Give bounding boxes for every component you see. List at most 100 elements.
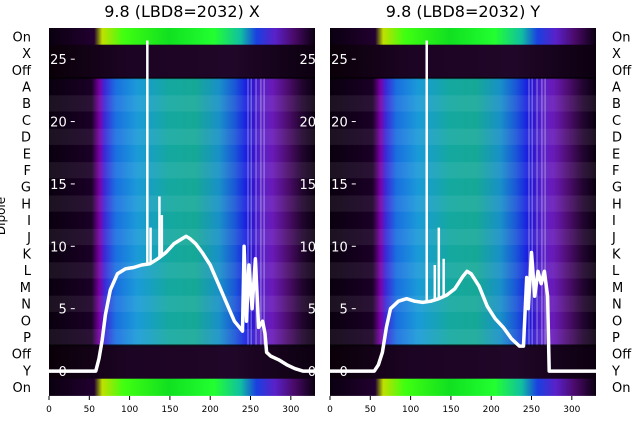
row-label: E — [612, 147, 620, 162]
y-tick-label: 0 — [58, 365, 66, 380]
heatmap-row — [330, 61, 596, 79]
y-tick-label: 10 — [331, 240, 348, 255]
row-label: N — [21, 298, 31, 313]
heatmap-row — [49, 44, 315, 62]
heatmap-row — [49, 178, 315, 196]
heatmap-row — [49, 211, 315, 229]
heatmap-row — [330, 178, 596, 196]
heatmap-row — [330, 278, 596, 296]
heatmap-row — [49, 128, 315, 146]
x-tick-label: 50 — [84, 405, 96, 415]
heatmap-row — [330, 211, 596, 229]
row-label: On — [13, 30, 31, 45]
row-label: C — [612, 114, 621, 129]
heatmap-row — [330, 195, 596, 213]
y-tick-label: 15 — [50, 178, 67, 193]
row-separator — [330, 344, 596, 347]
row-label: O — [612, 314, 622, 329]
y-tick-label: 5 — [58, 303, 66, 318]
row-label: E — [23, 147, 31, 162]
profile-line — [330, 250, 596, 373]
heatmap-row — [49, 278, 315, 296]
x-tick-label: 100 — [121, 405, 138, 415]
profile-line — [49, 234, 315, 373]
row-label: A — [612, 80, 621, 95]
heatmap-row — [49, 378, 315, 396]
heatmap-row — [49, 362, 315, 380]
row-label: On — [612, 30, 630, 45]
row-label: On — [13, 381, 31, 396]
row-label: Off — [612, 64, 632, 79]
y-tick-label: 25 — [331, 53, 348, 68]
y-tick-label: 5 — [308, 303, 316, 318]
row-label: C — [22, 114, 31, 129]
heatmap-row — [49, 28, 315, 46]
heatmap-stripe — [541, 78, 543, 346]
heatmap-stripe — [255, 78, 257, 346]
row-label: Off — [12, 64, 32, 79]
heatmap-stripe — [250, 78, 252, 346]
heatmap-row — [330, 94, 596, 112]
heatmap-row — [330, 44, 596, 62]
heatmap-row — [330, 311, 596, 330]
heatmap-row — [49, 61, 315, 79]
heatmap-stripe — [247, 78, 249, 346]
heatmap-stripe — [544, 78, 546, 346]
row-separator — [49, 344, 315, 347]
x-tick-label: 0 — [327, 405, 333, 415]
row-label: L — [24, 264, 32, 279]
row-label: Off — [12, 348, 32, 363]
heatmap-row — [330, 128, 596, 146]
heatmap-row — [330, 328, 596, 346]
row-label: Y — [611, 364, 620, 379]
row-label: I — [27, 214, 31, 229]
x-tick-label: 50 — [365, 405, 377, 415]
y-tick-label: 10 — [50, 240, 67, 255]
row-label: P — [612, 331, 620, 346]
y-tick-label: 10 — [299, 240, 316, 255]
heatmap-row — [49, 111, 315, 129]
y-tick-label: 15 — [299, 178, 316, 193]
x-tick-label: 300 — [282, 405, 299, 415]
heatmap-row — [49, 261, 315, 279]
row-label: I — [612, 214, 616, 229]
heatmap-stripe — [260, 78, 262, 346]
row-label: N — [612, 298, 622, 313]
heatmap-stripe — [531, 78, 533, 346]
heatmap-row — [330, 245, 596, 263]
y-tick-label: 20 — [331, 116, 348, 131]
row-label: H — [21, 197, 31, 212]
row-label: H — [612, 197, 622, 212]
heatmap-row — [330, 362, 596, 380]
heatmap-row — [330, 144, 596, 163]
row-label: Off — [612, 348, 632, 363]
row-label: J — [611, 231, 616, 246]
y-tick-label: 5 — [339, 303, 347, 318]
row-label: M — [20, 281, 31, 296]
x-tick-label: 0 — [46, 405, 52, 415]
heatmap-row — [330, 111, 596, 129]
row-label: J — [26, 231, 31, 246]
row-separator — [330, 77, 596, 80]
row-label: K — [612, 247, 621, 262]
heatmap-row — [330, 28, 596, 46]
heatmap-row — [49, 295, 315, 313]
row-label: M — [612, 281, 623, 296]
heatmap-stripe — [536, 78, 538, 346]
heatmap-row — [49, 245, 315, 263]
x-tick-label: 250 — [242, 405, 259, 415]
heatmap-row — [49, 144, 315, 163]
x-tick-label: 150 — [442, 405, 459, 415]
heatmap-row — [49, 328, 315, 346]
y-tick-label: 20 — [50, 116, 67, 131]
y-axis-label: Dipole — [0, 197, 8, 235]
heatmap-row — [49, 161, 315, 179]
heatmap-stripe — [528, 78, 530, 346]
heatmap-row — [49, 78, 315, 96]
row-separator — [49, 77, 315, 80]
heatmap-row — [330, 295, 596, 313]
heatmap-row — [49, 195, 315, 213]
heatmap-row — [330, 378, 596, 396]
y-tick-label: 25 — [299, 53, 316, 68]
